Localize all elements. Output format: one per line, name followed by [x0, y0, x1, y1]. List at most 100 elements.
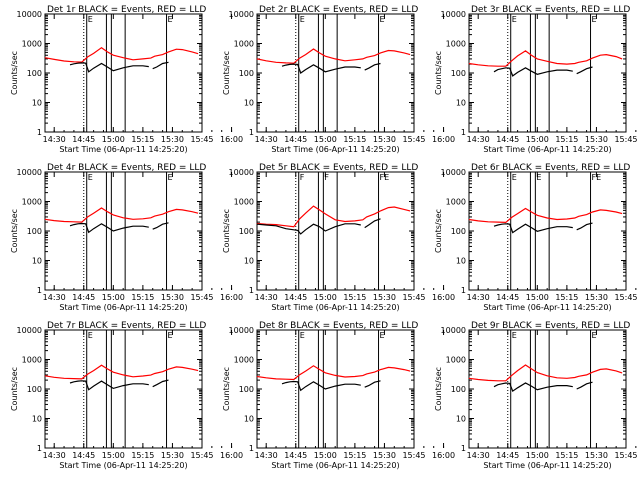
x-tick-label: 15:00 — [526, 135, 549, 144]
x-axis-label: Start Time (06-Apr-11 14:25:20) — [483, 303, 611, 312]
y-tick-label: 10000 — [229, 326, 254, 335]
event-marker-label: E — [512, 15, 517, 24]
x-tick-label: 15:45 — [402, 293, 425, 302]
x-axis-label: Start Time (06-Apr-11 14:25:20) — [271, 145, 399, 154]
event-marker-label: F — [300, 173, 305, 182]
y-tick-label: 1 — [37, 286, 42, 295]
event-marker-label: E — [380, 15, 385, 24]
x-tick-label: 16:00 — [432, 451, 455, 460]
y-tick-label: 10 — [456, 99, 466, 108]
y-axis-label: Counts/sec — [434, 209, 443, 253]
x-tick-label: 14:45 — [496, 135, 519, 144]
panel-title: Det 7r BLACK = Events, RED = LLD — [47, 321, 206, 331]
x-tick-label: 14:30 — [43, 135, 66, 144]
x-axis-label: Start Time (06-Apr-11 14:25:20) — [59, 303, 187, 312]
plot-frame — [44, 13, 203, 133]
y-axis-label: Counts/sec — [222, 209, 231, 253]
y-tick-label: 10 — [32, 257, 42, 266]
x-tick-label: 16:00 — [220, 293, 243, 302]
detector-panel: Det 9r BLACK = Events, RED = LLD 1 10 100 10… — [434, 321, 638, 470]
y-tick-label: 100 — [239, 69, 254, 78]
x-tick-label: 14:30 — [255, 451, 278, 460]
y-axis-label: Counts/sec — [10, 209, 19, 253]
events-series-line — [493, 67, 573, 77]
x-tick-label: 15:00 — [526, 293, 549, 302]
x-axis-label: Start Time (06-Apr-11 14:25:20) — [59, 145, 187, 154]
x-tick-label: 14:45 — [284, 293, 307, 302]
y-tick-label: 10000 — [17, 10, 42, 19]
y-tick-label: 1 — [461, 286, 466, 295]
y-tick-label: 10 — [456, 415, 466, 424]
events-series-line — [69, 62, 149, 73]
y-tick-label: 1000 — [22, 40, 42, 49]
panel-title: Det 5r BLACK = Events, RED = LLD — [259, 163, 418, 173]
x-tick-label: 14:45 — [496, 293, 519, 302]
plot-frame — [468, 329, 627, 449]
y-tick-label: 10000 — [17, 326, 42, 335]
x-tick-label: 15:30 — [585, 293, 608, 302]
event-marker-label: E — [300, 15, 305, 24]
event-marker-label: E — [380, 331, 385, 340]
detector-panel: Det 1r BLACK = Events, RED = LLD 1 10 100 10… — [10, 5, 243, 154]
x-tick-label: 16:00 — [432, 135, 455, 144]
detector-panel: Det 5r BLACK = Events, RED = LLD 1 10 100 10… — [222, 163, 455, 312]
x-tick-label: 16:00 — [432, 293, 455, 302]
y-axis-label: Counts/sec — [222, 367, 231, 411]
y-tick-label: 1000 — [446, 40, 466, 49]
x-axis-label: Start Time (06-Apr-11 14:25:20) — [59, 461, 187, 470]
event-marker-label: E — [536, 173, 541, 182]
panel-title: Det 4r BLACK = Events, RED = LLD — [47, 163, 206, 173]
x-tick-label: 15:30 — [373, 293, 396, 302]
x-tick-label: 15:45 — [402, 135, 425, 144]
event-marker-label: E — [512, 331, 517, 340]
x-tick-label: 15:00 — [526, 451, 549, 460]
event-marker-label: E — [88, 173, 93, 182]
x-tick-label: 15:30 — [373, 135, 396, 144]
x-tick-label: 15:45 — [614, 451, 637, 460]
x-axis-label: Start Time (06-Apr-11 14:25:20) — [483, 145, 611, 154]
event-marker-label: E — [168, 173, 173, 182]
x-tick-label: 15:30 — [161, 293, 184, 302]
y-tick-label: 1000 — [234, 40, 254, 49]
x-tick-label: 16:00 — [220, 135, 243, 144]
lld-series-line — [468, 364, 623, 382]
y-tick-label: 10000 — [229, 168, 254, 177]
x-tick-label: 15:00 — [314, 451, 337, 460]
y-tick-label: 100 — [27, 385, 42, 394]
lld-series-line — [44, 46, 199, 63]
x-tick-label: 14:30 — [467, 451, 490, 460]
y-tick-label: 1000 — [234, 198, 254, 207]
panel-title: Det 6r BLACK = Events, RED = LLD — [471, 163, 630, 173]
y-axis-label: Counts/sec — [10, 51, 19, 95]
events-series-line — [152, 379, 169, 388]
panel-title: Det 1r BLACK = Events, RED = LLD — [47, 5, 206, 15]
x-tick-label: 14:30 — [467, 293, 490, 302]
event-marker-label: F — [324, 173, 329, 182]
x-tick-label: 15:15 — [343, 293, 366, 302]
x-tick-label: 14:45 — [496, 451, 519, 460]
plot-frame — [44, 171, 203, 291]
events-series-line — [576, 381, 593, 390]
y-tick-label: 100 — [451, 227, 466, 236]
x-tick-label: 15:30 — [161, 135, 184, 144]
plot-frame — [256, 329, 415, 449]
y-axis-label: Counts/sec — [222, 51, 231, 95]
lld-series-line — [468, 207, 623, 224]
plot-frame — [256, 171, 415, 291]
lld-series-line — [256, 48, 411, 64]
y-tick-label: 10000 — [441, 10, 466, 19]
y-tick-label: 10 — [456, 257, 466, 266]
event-marker-label: E — [512, 173, 517, 182]
plot-frame — [256, 13, 415, 133]
x-tick-label: 15:45 — [614, 135, 637, 144]
x-tick-label: 15:15 — [131, 451, 154, 460]
y-axis-label: Counts/sec — [434, 51, 443, 95]
y-tick-label: 10000 — [229, 10, 254, 19]
y-tick-label: 100 — [239, 227, 254, 236]
y-tick-label: 1 — [249, 286, 254, 295]
x-tick-label: 15:45 — [402, 451, 425, 460]
detector-panel: Det 4r BLACK = Events, RED = LLD 1 10 100 10… — [10, 163, 243, 312]
lld-series-line — [44, 364, 199, 380]
events-series-line — [364, 62, 381, 71]
